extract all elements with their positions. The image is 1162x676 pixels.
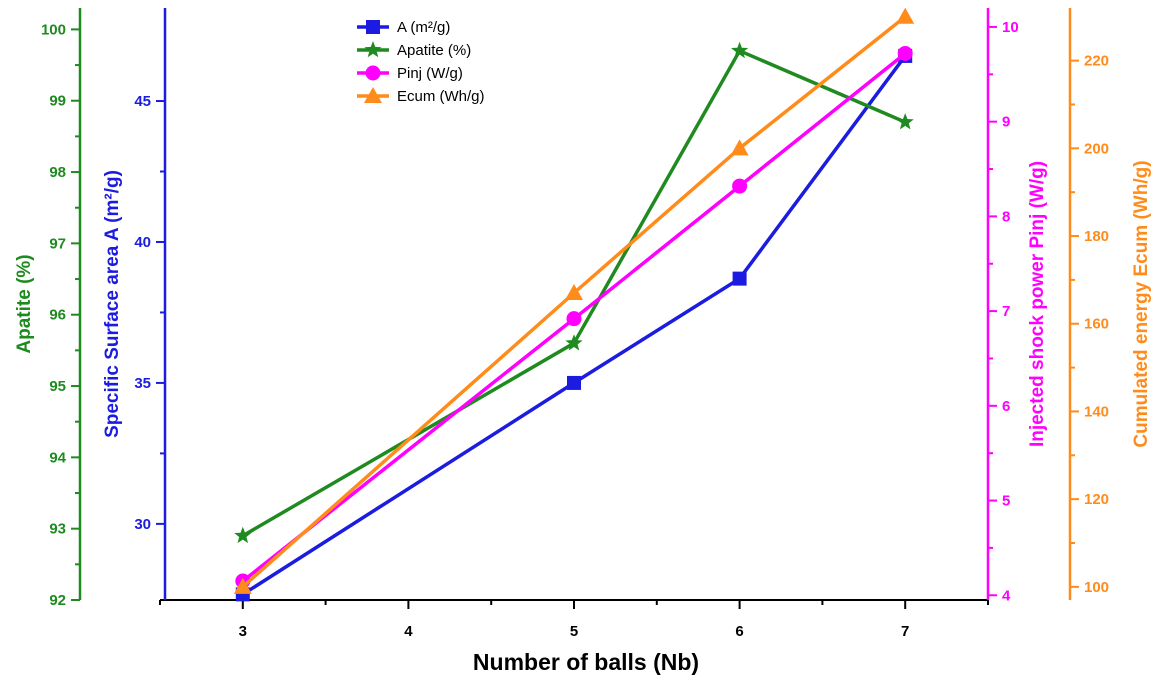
legend-label: Pinj (W/g) — [397, 65, 463, 82]
x-tick-label: 7 — [901, 623, 909, 640]
legend-marker — [364, 87, 382, 103]
ecum-tick-label: 220 — [1084, 53, 1109, 70]
apatite-tick-label: 96 — [49, 307, 66, 324]
series-line-surface — [241, 54, 907, 596]
data-point-ecum — [896, 7, 915, 24]
data-point-pinj — [897, 45, 913, 61]
series-layer — [233, 7, 915, 602]
ecum-tick-label: 140 — [1084, 403, 1109, 420]
pinj-tick-label: 6 — [1002, 398, 1010, 415]
pinj-tick-label: 7 — [1002, 303, 1010, 320]
legend-marker — [366, 20, 380, 34]
data-point-ecum — [233, 577, 252, 594]
data-point-apatite — [234, 526, 252, 544]
pinj-tick-label: 9 — [1002, 114, 1010, 131]
data-point-pinj — [566, 311, 582, 327]
data-point-apatite — [731, 41, 749, 59]
legend-label: Ecum (Wh/g) — [397, 88, 485, 105]
surface-axis-title: Specific Surface area A (m²/g) — [102, 170, 123, 438]
x-tick-label: 5 — [570, 623, 578, 640]
apatite-axis-title: Apatite (%) — [14, 254, 35, 353]
legend-marker — [365, 65, 381, 81]
x-tick-label: 6 — [735, 623, 743, 640]
surface-tick-label: 45 — [134, 93, 151, 110]
x-tick-label: 3 — [239, 623, 247, 640]
x-tick-label: 4 — [404, 623, 413, 640]
data-point-pinj — [732, 178, 748, 194]
ecum-tick-label: 160 — [1084, 316, 1109, 333]
pinj-axis-title: Injected shock power Pinj (W/g) — [1027, 161, 1048, 447]
ecum-tick-label: 100 — [1084, 579, 1109, 596]
pinj-tick-label: 4 — [1002, 587, 1011, 604]
series-line-ecum — [241, 15, 907, 589]
pinj-tick-label: 10 — [1002, 19, 1019, 36]
apatite-tick-label: 99 — [49, 93, 66, 110]
legend: A (m²/g) Apatite (%) Pinj (W/g) Ecum (Wh/g) — [357, 19, 485, 105]
apatite-tick-label: 100 — [41, 21, 66, 38]
apatite-tick-label: 92 — [49, 592, 66, 609]
legend-label: A (m²/g) — [397, 19, 450, 36]
legend-label: Apatite (%) — [397, 42, 471, 59]
surface-tick-label: 35 — [134, 375, 151, 392]
surface-tick-label: 40 — [134, 234, 151, 251]
data-point-surface — [567, 375, 581, 390]
data-point-surface — [732, 271, 747, 286]
apatite-tick-label: 94 — [49, 449, 66, 466]
apatite-tick-label: 98 — [49, 164, 66, 181]
data-point-ecum — [565, 284, 583, 301]
apatite-tick-label: 97 — [49, 235, 66, 252]
data-point-apatite — [896, 113, 914, 130]
ecum-tick-label: 120 — [1084, 491, 1109, 508]
pinj-tick-label: 8 — [1002, 208, 1010, 225]
ecum-axis-title: Cumulated energy Ecum (Wh/g) — [1131, 160, 1152, 447]
pinj-tick-label: 5 — [1002, 493, 1010, 510]
apatite-tick-label: 95 — [49, 378, 66, 395]
apatite-tick-label: 93 — [49, 521, 66, 538]
series-line-pinj — [241, 52, 907, 583]
ecum-tick-label: 200 — [1084, 140, 1109, 157]
ecum-tick-label: 180 — [1084, 228, 1109, 245]
data-point-apatite — [565, 334, 583, 351]
legend-marker — [364, 41, 382, 58]
data-point-ecum — [730, 139, 749, 156]
x-axis-title: Number of balls (Nb) — [473, 649, 699, 675]
surface-tick-label: 30 — [134, 516, 151, 533]
